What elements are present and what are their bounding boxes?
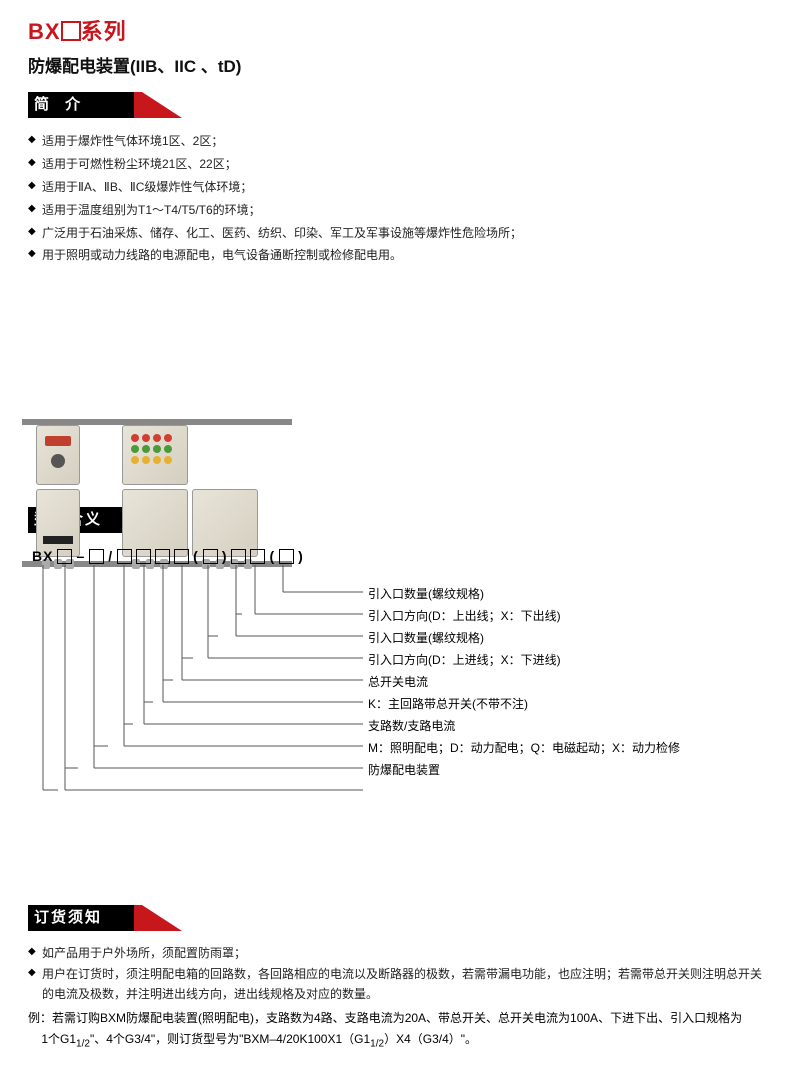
- model-label: 防爆配电装置: [368, 759, 680, 781]
- series-suffix: 系列: [81, 19, 127, 44]
- button-grid: [131, 434, 172, 464]
- model-label: 引入口数量(螺纹规格): [368, 583, 680, 605]
- model-label: 引入口方向(D：上进线；X：下进线): [368, 649, 680, 671]
- order-example: 例：若需订购BXM防爆配电装置(照明配电)，支路数为4路、支路电流为20A、带总…: [28, 1008, 772, 1052]
- section-header-order: 订货须知: [28, 905, 772, 931]
- series-prefix: BX: [28, 19, 61, 44]
- section-red-bar: [134, 905, 142, 931]
- model-label: 引入口数量(螺纹规格): [368, 627, 680, 649]
- intro-bullet: 广泛用于石油采炼、储存、化工、医药、纺织、印染、军工及军事设施等爆炸性危险场所；: [28, 222, 772, 245]
- subtitle: 防爆配电装置(IIB、IIC 、tD): [28, 53, 772, 80]
- display-icon: [43, 536, 73, 544]
- page: BX 系列 防爆配电装置(IIB、IIC 、tD) 简 介 适用于爆炸性气体环境1…: [28, 14, 772, 1052]
- example-label: 例：: [28, 1011, 52, 1025]
- section-red-triangle: [142, 92, 182, 118]
- intro-bullets: 适用于爆炸性气体环境1区、2区； 适用于可燃性粉尘环境21区、22区； 适用于Ⅱ…: [28, 130, 772, 267]
- example-line2: 1个G11/2"、4个G3/4"，则订货型号为"BXM–4/20K100X1（G…: [41, 1032, 477, 1046]
- section-title-intro: 简 介: [28, 92, 134, 118]
- intro-bullet: 适用于可燃性粉尘环境21区、22区；: [28, 153, 772, 176]
- model-diagram: BX – / ( ) ( ): [28, 545, 772, 825]
- model-label: M：照明配电；D：动力配电；Q：电磁起动；X：动力检修: [368, 737, 680, 759]
- model-labels: 引入口数量(螺纹规格) 引入口方向(D：上出线；X：下出线) 引入口数量(螺纹规…: [368, 583, 680, 781]
- model-label: K：主回路带总开关(不带不注): [368, 693, 680, 715]
- title-row: BX 系列: [28, 14, 772, 49]
- series-box-icon: [61, 21, 81, 41]
- section-red-bar: [134, 92, 142, 118]
- order-bullets: 如产品用于户外场所，须配置防雨罩； 用户在订货时，须注明配电箱的回路数，各回路相…: [28, 943, 772, 1004]
- intro-bullet: 用于照明或动力线路的电源配电，电气设备通断控制或检修配电用。: [28, 244, 772, 267]
- model-lines-svg: [28, 545, 368, 805]
- box-left-top: [36, 425, 80, 485]
- model-label: 引入口方向(D：上出线；X：下出线): [368, 605, 680, 627]
- intro-bullet: 适用于ⅡA、ⅡB、ⅡC级爆炸性气体环境；: [28, 176, 772, 199]
- box-right-top: [122, 425, 188, 485]
- section-red-triangle: [142, 905, 182, 931]
- order-bullet: 如产品用于户外场所，须配置防雨罩；: [28, 943, 772, 963]
- section-title-order: 订货须知: [28, 905, 134, 931]
- section-header-intro: 简 介: [28, 92, 772, 118]
- order-bullet: 用户在订货时，须注明配电箱的回路数，各回路相应的电流以及断路器的极数，若需带漏电…: [28, 964, 772, 1005]
- example-line1: 若需订购BXM防爆配电装置(照明配电)，支路数为4路、支路电流为20A、带总开关…: [52, 1011, 742, 1025]
- model-label: 支路数/支路电流: [368, 715, 680, 737]
- knob-icon: [51, 454, 65, 468]
- switch-icon: [45, 436, 71, 446]
- intro-bullet: 适用于爆炸性气体环境1区、2区；: [28, 130, 772, 153]
- intro-bullet: 适用于温度组别为T1～T4/T5/T6的环境；: [28, 199, 772, 222]
- model-label: 总开关电流: [368, 671, 680, 693]
